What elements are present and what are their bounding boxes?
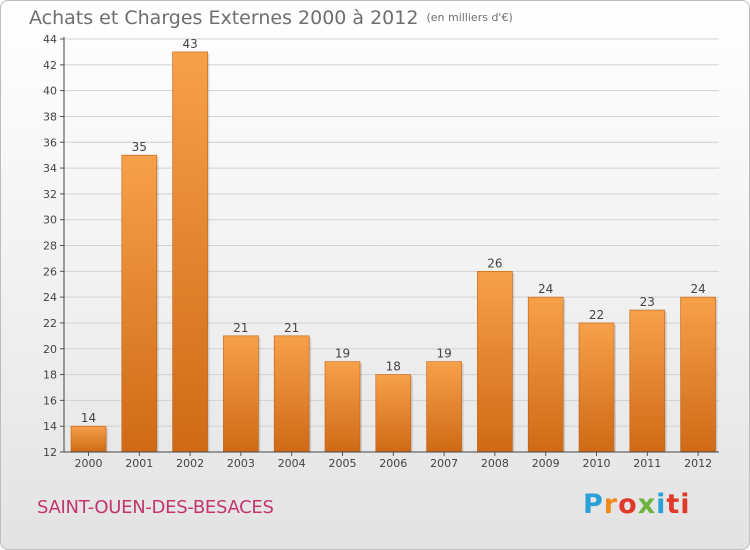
x-tick-label: 2004 <box>278 457 306 470</box>
y-tick-label: 28 <box>43 240 57 253</box>
y-tick-label: 30 <box>43 214 57 227</box>
x-tick-label: 2005 <box>329 457 357 470</box>
y-tick-label: 36 <box>43 136 57 149</box>
x-tick-label: 2003 <box>227 457 255 470</box>
x-tick-label: 2007 <box>430 457 458 470</box>
y-tick-label: 26 <box>43 265 57 278</box>
data-label: 22 <box>589 308 604 322</box>
bar <box>273 335 310 453</box>
y-tick-label: 12 <box>43 446 57 459</box>
data-label: 43 <box>182 37 197 51</box>
y-tick-label: 42 <box>43 59 57 72</box>
bar <box>680 296 716 453</box>
data-label: 18 <box>386 360 401 374</box>
y-tick-label: 18 <box>43 369 57 382</box>
town-name: SAINT-OUEN-DES-BESACES <box>37 497 274 518</box>
data-label: 24 <box>538 282 553 296</box>
chart-subtitle: (en milliers d'€) <box>426 11 513 24</box>
y-tick-label: 34 <box>43 162 57 175</box>
bar <box>375 374 412 453</box>
y-tick-label: 14 <box>43 420 57 433</box>
y-tick-label: 32 <box>43 188 57 201</box>
data-label: 14 <box>81 411 96 425</box>
bar <box>578 322 615 453</box>
y-tick-label: 22 <box>43 317 57 330</box>
x-tick-label: 2011 <box>633 457 661 470</box>
data-label: 23 <box>640 295 655 309</box>
bars <box>70 51 718 453</box>
data-label: 19 <box>335 347 350 361</box>
x-axis-ticks: 2000 2001 2002 2003 2004 2005 2006 2007 2008 2009… <box>75 452 712 470</box>
bar <box>477 271 513 453</box>
data-label: 35 <box>132 140 147 154</box>
x-tick-label: 2008 <box>481 457 509 470</box>
y-tick-label: 44 <box>43 33 57 46</box>
x-tick-label: 2006 <box>379 457 407 470</box>
data-label: 19 <box>436 347 451 361</box>
x-tick-label: 2010 <box>583 457 611 470</box>
bar <box>426 361 462 453</box>
y-tick-label: 20 <box>43 343 57 356</box>
x-tick-label: 2000 <box>75 457 103 470</box>
x-tick-label: 2012 <box>684 457 712 470</box>
chart-title-text: Achats et Charges Externes 2000 à 2012 <box>29 7 419 29</box>
bar <box>629 309 666 453</box>
data-label: 26 <box>487 256 502 270</box>
bar <box>172 51 208 453</box>
bar <box>324 361 361 453</box>
proxiti-logo: Proxiti <box>583 489 691 520</box>
y-axis-ticks: 12 14 16 18 20 22 24 26 28 30 32 34 36 38 40 42 44 <box>43 33 64 459</box>
bar <box>70 425 107 453</box>
bar <box>223 335 259 453</box>
bar <box>121 154 158 453</box>
x-tick-label: 2002 <box>176 457 204 470</box>
data-label: 24 <box>690 282 705 296</box>
data-label: 21 <box>284 321 299 335</box>
x-tick-label: 2009 <box>532 457 560 470</box>
chart-title: Achats et Charges Externes 2000 à 2012 (e… <box>29 7 513 29</box>
y-tick-label: 38 <box>43 110 57 123</box>
x-tick-label: 2001 <box>125 457 153 470</box>
data-label: 21 <box>233 321 248 335</box>
y-tick-label: 24 <box>43 291 57 304</box>
bar <box>527 296 564 453</box>
y-tick-label: 16 <box>43 394 57 407</box>
data-labels: 14 35 43 21 21 19 18 19 26 24 22 23 24 <box>81 37 706 425</box>
y-tick-label: 40 <box>43 85 57 98</box>
